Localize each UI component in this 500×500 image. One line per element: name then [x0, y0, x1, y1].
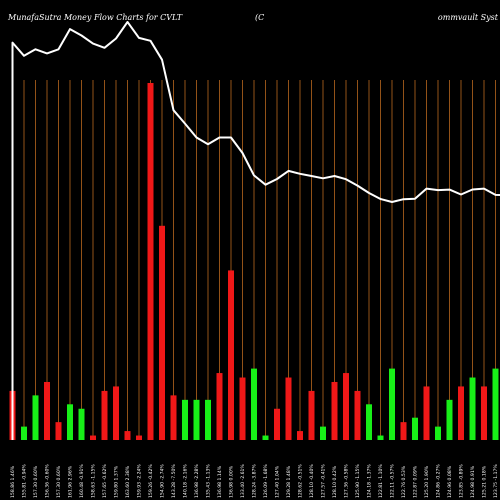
- x-tick-label: 125.20 1.90%: [424, 465, 430, 498]
- chart-title-ticker: (C: [255, 13, 265, 22]
- x-tick-label: 158.63 -1.15%: [91, 464, 97, 498]
- money-flow-bar: [228, 270, 234, 440]
- money-flow-bar: [492, 368, 499, 440]
- chart-title-company: ommvault Syst: [437, 13, 498, 22]
- x-tick-label: 122.76 0.53%: [401, 465, 407, 498]
- x-tick-label: 160.48 -0.91%: [79, 464, 85, 498]
- x-tick-label: 122.87 0.09%: [413, 465, 419, 498]
- x-tick-labels: 158.86 1.46% 155.81 -0.94% 157.30 0.60% 156…: [10, 464, 499, 498]
- x-tick-label: 159.26 -0.42%: [148, 464, 154, 498]
- x-tick-label: 123.75 -1.17%: [493, 464, 499, 498]
- x-tick-label: 127.57 -0.41%: [321, 464, 327, 498]
- money-flow-bar: [481, 386, 487, 440]
- x-tick-label: 158.86 1.46%: [10, 465, 16, 498]
- money-flow-bar: [55, 422, 62, 440]
- x-tick-label: 124.96 0.08%: [447, 465, 453, 498]
- money-flow-bar: [136, 435, 142, 440]
- money-flow-bar: [101, 390, 108, 440]
- money-flow-bar: [78, 408, 85, 440]
- money-flow-bar: [297, 431, 303, 440]
- money-flow-bar: [193, 399, 200, 440]
- x-tick-label: 155.81 -0.94%: [22, 464, 28, 498]
- x-tick-label: 126.09 -1.68%: [263, 464, 269, 498]
- money-flow-bars: [9, 83, 499, 440]
- x-tick-label: 122.81 -1.10%: [378, 464, 384, 498]
- money-flow-bar: [44, 381, 50, 440]
- x-tick-label: 129.28 1.48%: [286, 465, 292, 498]
- x-tick-label: 140.18 -2.16%: [183, 464, 189, 498]
- money-flow-bar: [435, 426, 441, 440]
- x-tick-label: 159.93 -2.24%: [137, 464, 143, 498]
- x-tick-label: 127.36 -0.58%: [344, 464, 350, 498]
- money-flow-bar: [159, 225, 165, 440]
- x-tick-label: 136.98 1.14%: [217, 465, 223, 498]
- money-flow-bar: [423, 386, 430, 440]
- money-flow-bar: [274, 408, 280, 440]
- money-flow-bar: [343, 373, 349, 440]
- x-tick-label: 156.36 -0.60%: [45, 464, 51, 498]
- money-flow-bar: [412, 417, 418, 440]
- x-tick-label: 127.40 1.04%: [275, 465, 281, 498]
- x-tick-label: 161.96 2.96%: [68, 465, 74, 498]
- money-flow-bar: [205, 399, 211, 440]
- chart-title: MunafaSutra Money Flow Charts for CVLT: [8, 13, 183, 22]
- money-flow-bar: [389, 368, 395, 440]
- x-tick-label: 125.90 -1.15%: [355, 464, 361, 498]
- money-flow-bar: [400, 422, 407, 440]
- money-flow-bar: [21, 426, 27, 440]
- price-line-group: [11, 21, 500, 440]
- money-flow-bar: [251, 368, 257, 440]
- money-flow-bar: [446, 399, 453, 440]
- x-tick-label: 128.24 -3.87%: [252, 464, 258, 498]
- money-flow-bar: [320, 426, 326, 440]
- x-tick-label: 157.30 0.60%: [56, 465, 62, 498]
- money-flow-bar: [239, 377, 246, 440]
- x-tick-label: 128.10 0.42%: [332, 465, 338, 498]
- money-flow-bar: [354, 390, 361, 440]
- money-flow-bar: [331, 381, 338, 440]
- price-line: [11, 21, 500, 440]
- x-tick-label: 136.98 -2.28%: [194, 464, 200, 498]
- x-tick-label: 133.40 -2.61%: [240, 464, 246, 498]
- money-flow-bar: [170, 395, 177, 440]
- money-flow-bar: [366, 404, 372, 440]
- money-flow-bar: [469, 377, 476, 440]
- x-tick-label: 143.28 -7.50%: [171, 464, 177, 498]
- x-tick-label: 157.30 0.60%: [33, 465, 39, 498]
- x-tick-label: 163.60 2.38%: [125, 465, 131, 498]
- x-tick-label: 122.11 -0.57%: [390, 464, 396, 498]
- money-flow-bar: [308, 390, 315, 440]
- x-tick-label: 124.18 -1.37%: [367, 464, 373, 498]
- money-flow-bar: [113, 386, 119, 440]
- x-tick-label: 125.21 0.18%: [482, 465, 488, 498]
- money-flow-bar: [67, 404, 73, 440]
- x-tick-label: 135.43 -1.13%: [206, 464, 212, 498]
- money-flow-bar: [182, 399, 188, 440]
- money-flow-bar: [285, 377, 292, 440]
- money-flow-bar: [377, 435, 384, 440]
- x-tick-label: 124.86 -0.27%: [436, 464, 442, 498]
- x-tick-label: 124.98 0.91%: [470, 465, 476, 498]
- money-flow-bar: [32, 395, 39, 440]
- money-flow-bar: [262, 435, 269, 440]
- money-flow-bar: [147, 83, 154, 440]
- money-flow-bar: [90, 435, 96, 440]
- x-tick-label: 154.90 -2.74%: [160, 464, 166, 498]
- money-flow-bar: [124, 431, 131, 440]
- x-tick-label: 123.85 -0.89%: [459, 464, 465, 498]
- x-tick-label: 128.10 -0.40%: [309, 464, 315, 498]
- x-tick-label: 136.98 0.00%: [229, 465, 235, 498]
- x-tick-label: 159.80 1.37%: [114, 465, 120, 498]
- money-flow-bar: [216, 373, 223, 440]
- money-flow-bar: [458, 386, 464, 440]
- x-tick-label: 157.65 -0.62%: [102, 464, 108, 498]
- x-tick-label: 128.62 -0.51%: [298, 464, 304, 498]
